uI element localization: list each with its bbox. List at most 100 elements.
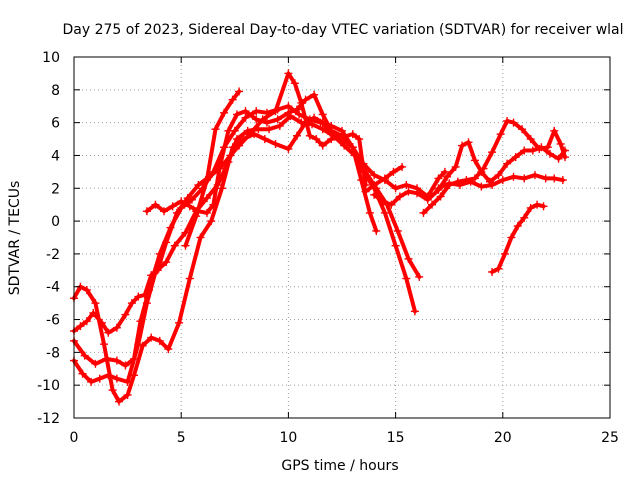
y-tick-label: 6 — [51, 116, 60, 132]
data-point — [95, 374, 104, 383]
data-point — [295, 110, 304, 119]
data-point — [80, 351, 89, 360]
data-point — [228, 143, 237, 152]
data-point — [365, 208, 374, 217]
series-arc-3 — [70, 112, 424, 386]
data-point — [112, 323, 121, 332]
data-point — [252, 107, 261, 116]
data-point — [428, 200, 437, 209]
data-point — [155, 249, 164, 258]
data-point — [550, 174, 559, 183]
y-tick-label: -8 — [46, 345, 60, 361]
data-point — [127, 299, 136, 308]
data-point — [520, 213, 529, 222]
y-tick-label: 10 — [42, 50, 60, 66]
data-point — [243, 126, 252, 135]
x-tick-label: 15 — [387, 430, 405, 446]
x-axis-label: GPS time / hours — [281, 458, 398, 474]
data-point — [348, 143, 357, 152]
data-point — [359, 159, 368, 168]
data-point — [434, 174, 443, 183]
data-point — [82, 286, 91, 295]
y-tick-label: -6 — [46, 313, 60, 329]
data-point — [520, 174, 529, 183]
data-point — [115, 397, 124, 406]
data-point — [466, 177, 475, 186]
data-point — [91, 299, 100, 308]
data-point — [310, 113, 319, 122]
data-point — [123, 391, 132, 400]
data-point — [305, 131, 314, 140]
data-point — [181, 241, 190, 250]
data-point — [440, 167, 449, 176]
data-point — [530, 171, 539, 180]
x-tick-label: 20 — [494, 430, 512, 446]
data-point — [318, 141, 327, 150]
series-arc-10 — [434, 171, 567, 193]
data-point — [498, 176, 507, 185]
data-point — [533, 200, 542, 209]
data-point — [151, 267, 160, 276]
data-point — [207, 217, 216, 226]
data-point — [539, 202, 548, 211]
data-point — [395, 192, 404, 201]
plot-frame — [73, 56, 611, 419]
data-point — [273, 105, 282, 114]
data-point — [209, 200, 218, 209]
data-point — [284, 144, 293, 153]
y-tick-label: 8 — [51, 83, 60, 99]
data-point — [209, 167, 218, 176]
data-point — [241, 107, 250, 116]
data-point — [402, 180, 411, 189]
data-point — [348, 130, 357, 139]
data-point — [423, 195, 432, 204]
data-point — [160, 207, 169, 216]
data-point — [509, 172, 518, 181]
data-point — [254, 125, 263, 134]
data-point — [488, 180, 497, 189]
data-point — [470, 174, 479, 183]
data-point — [327, 126, 336, 135]
data-point — [556, 139, 565, 148]
data-point — [211, 125, 220, 134]
series-arc-1 — [70, 69, 370, 337]
data-point — [155, 336, 164, 345]
data-point — [194, 180, 203, 189]
data-point — [415, 272, 424, 281]
data-point — [147, 333, 156, 342]
data-point — [391, 241, 400, 250]
data-point — [526, 203, 535, 212]
data-point — [545, 149, 554, 158]
data-point — [235, 87, 244, 96]
data-point — [192, 212, 201, 221]
series-arc-8 — [370, 138, 569, 209]
axis-ticks — [73, 56, 611, 419]
data-point — [370, 190, 379, 199]
data-point — [380, 208, 389, 217]
data-point — [170, 241, 179, 250]
data-point — [271, 139, 280, 148]
data-point — [301, 95, 310, 104]
data-point — [387, 200, 396, 209]
data-point — [228, 95, 237, 104]
data-point — [284, 69, 293, 78]
data-point — [361, 167, 370, 176]
y-tick-label: 0 — [51, 214, 60, 230]
data-point — [185, 274, 194, 283]
data-point — [273, 115, 282, 124]
grid — [74, 57, 610, 418]
data-point — [479, 164, 488, 173]
data-point — [82, 317, 91, 326]
data-point — [100, 340, 109, 349]
data-point — [558, 176, 567, 185]
y-tick-label: -4 — [46, 280, 60, 296]
data-point — [477, 182, 486, 191]
data-point — [262, 108, 271, 117]
data-point — [361, 187, 370, 196]
y-tick-label: 2 — [51, 181, 60, 197]
data-point — [357, 176, 366, 185]
data-point — [560, 153, 569, 162]
data-point — [112, 374, 121, 383]
series-line — [72, 114, 422, 384]
